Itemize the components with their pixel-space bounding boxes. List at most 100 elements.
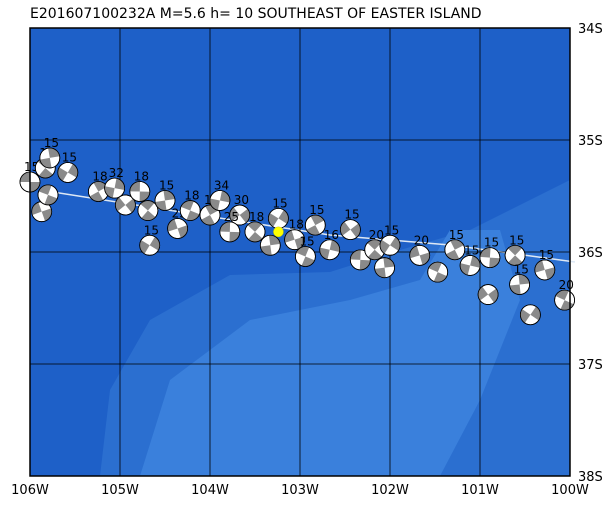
epicenter: [273, 226, 284, 238]
beachball-quadrant: [229, 207, 240, 222]
beachball-edge: [154, 190, 176, 211]
beachball-quadrant: [278, 209, 289, 224]
depth-label: 15: [159, 178, 174, 192]
beachball-edge: [129, 181, 151, 202]
depth-label: 15: [272, 196, 287, 210]
depth-label: 30: [234, 193, 249, 207]
beachball-quadrant: [209, 198, 220, 211]
beachball: [31, 201, 53, 223]
depth-label: 18: [134, 170, 149, 184]
depth-label: 20: [369, 228, 384, 242]
lon-label: 104W: [191, 483, 229, 498]
beachball: [477, 284, 499, 305]
lat-label: 34S: [578, 22, 603, 37]
beachball-quadrant: [89, 191, 104, 202]
lat-label: 36S: [578, 246, 603, 261]
beachball-quadrant: [129, 181, 140, 192]
beachball: [374, 257, 396, 279]
beachball: [115, 194, 136, 216]
beachball-quadrant: [508, 255, 523, 266]
lon-label: 100W: [551, 483, 589, 498]
beachball-quadrant: [460, 263, 471, 276]
beachball: [167, 218, 189, 239]
beachball-quadrant: [450, 239, 464, 250]
beachball-quadrant: [470, 255, 481, 268]
depth-label: 15: [464, 243, 479, 257]
lat-label: 35S: [578, 134, 603, 149]
beachball-quadrant: [301, 256, 315, 267]
beachball-quadrant: [530, 306, 541, 321]
depth-label: 15: [514, 262, 529, 276]
beachball: [509, 274, 530, 295]
depth-label: 20: [559, 278, 574, 292]
depth-label: 15: [309, 203, 324, 217]
beachball-quadrant: [38, 168, 53, 178]
beachball: [267, 207, 289, 229]
depth-label: 15: [449, 228, 464, 242]
depth-label: 20: [414, 233, 429, 247]
beachball-quadrant: [219, 221, 231, 232]
beachball-edge: [479, 247, 501, 269]
beachball-edge: [219, 221, 241, 243]
map-title: E201607100232A M=5.6 h= 10 SOUTHEAST OF …: [30, 6, 482, 22]
lat-label: 38S: [578, 470, 603, 485]
beachball-quadrant: [507, 245, 523, 256]
beachball-quadrant: [350, 249, 361, 260]
beachball-quadrant: [115, 197, 126, 212]
beachball-quadrant: [201, 215, 215, 226]
beachball: [339, 219, 361, 241]
depth-label: 18: [184, 189, 199, 203]
shallow-area: [140, 230, 520, 476]
beachball-quadrant: [141, 210, 156, 221]
beachball-quadrant: [125, 198, 136, 213]
beachball-edge: [104, 177, 125, 199]
beachball-edge: [137, 200, 159, 221]
beachball-quadrant: [104, 186, 115, 198]
beachball-quadrant: [268, 235, 281, 246]
depth-label: 15: [144, 223, 159, 237]
beachball-edge: [229, 204, 251, 226]
beachball: [199, 204, 221, 226]
depth-label: 18: [289, 218, 304, 232]
beachball-quadrant: [155, 200, 167, 211]
lon-label: 103W: [281, 483, 319, 498]
beachball-edge: [349, 249, 371, 271]
lon-label: 105W: [101, 483, 139, 498]
beachball-edge: [57, 162, 79, 183]
beachball-edge: [339, 219, 361, 241]
beachball-quadrant: [57, 167, 68, 182]
depth-label: 15: [62, 150, 77, 164]
beachball-quadrant: [229, 231, 240, 242]
beachball: [479, 247, 501, 269]
beachball-edge: [294, 246, 316, 267]
beachball-edge: [244, 221, 266, 243]
beachball: [39, 147, 61, 169]
beachball: [244, 221, 266, 243]
beachball-quadrant: [518, 274, 530, 285]
beachball: [137, 200, 159, 221]
beachball-quadrant: [268, 213, 279, 227]
depth-label: 34: [214, 178, 229, 192]
beachball-quadrant: [319, 247, 330, 260]
beachball-quadrant: [433, 272, 447, 283]
depth-label: 18: [249, 210, 264, 224]
beachball-quadrant: [140, 200, 155, 211]
beachball-quadrant: [478, 286, 489, 301]
beachball-quadrant: [139, 240, 150, 254]
lon-label: 106W: [11, 483, 49, 498]
beachball-quadrant: [520, 309, 531, 323]
beachball-quadrant: [350, 223, 361, 238]
beachball-edge: [319, 239, 341, 261]
beachball-edge: [409, 244, 431, 266]
beachball-quadrant: [306, 225, 320, 236]
beachball: [534, 259, 556, 281]
beachball: [37, 184, 59, 206]
beachball-quadrant: [509, 284, 521, 295]
beachball: [349, 249, 371, 271]
beachball-edge: [259, 234, 281, 256]
beachball: [409, 244, 431, 266]
beachball-quadrant: [367, 249, 383, 260]
beachball-edge: [520, 304, 541, 326]
beachball-quadrant: [30, 182, 40, 192]
